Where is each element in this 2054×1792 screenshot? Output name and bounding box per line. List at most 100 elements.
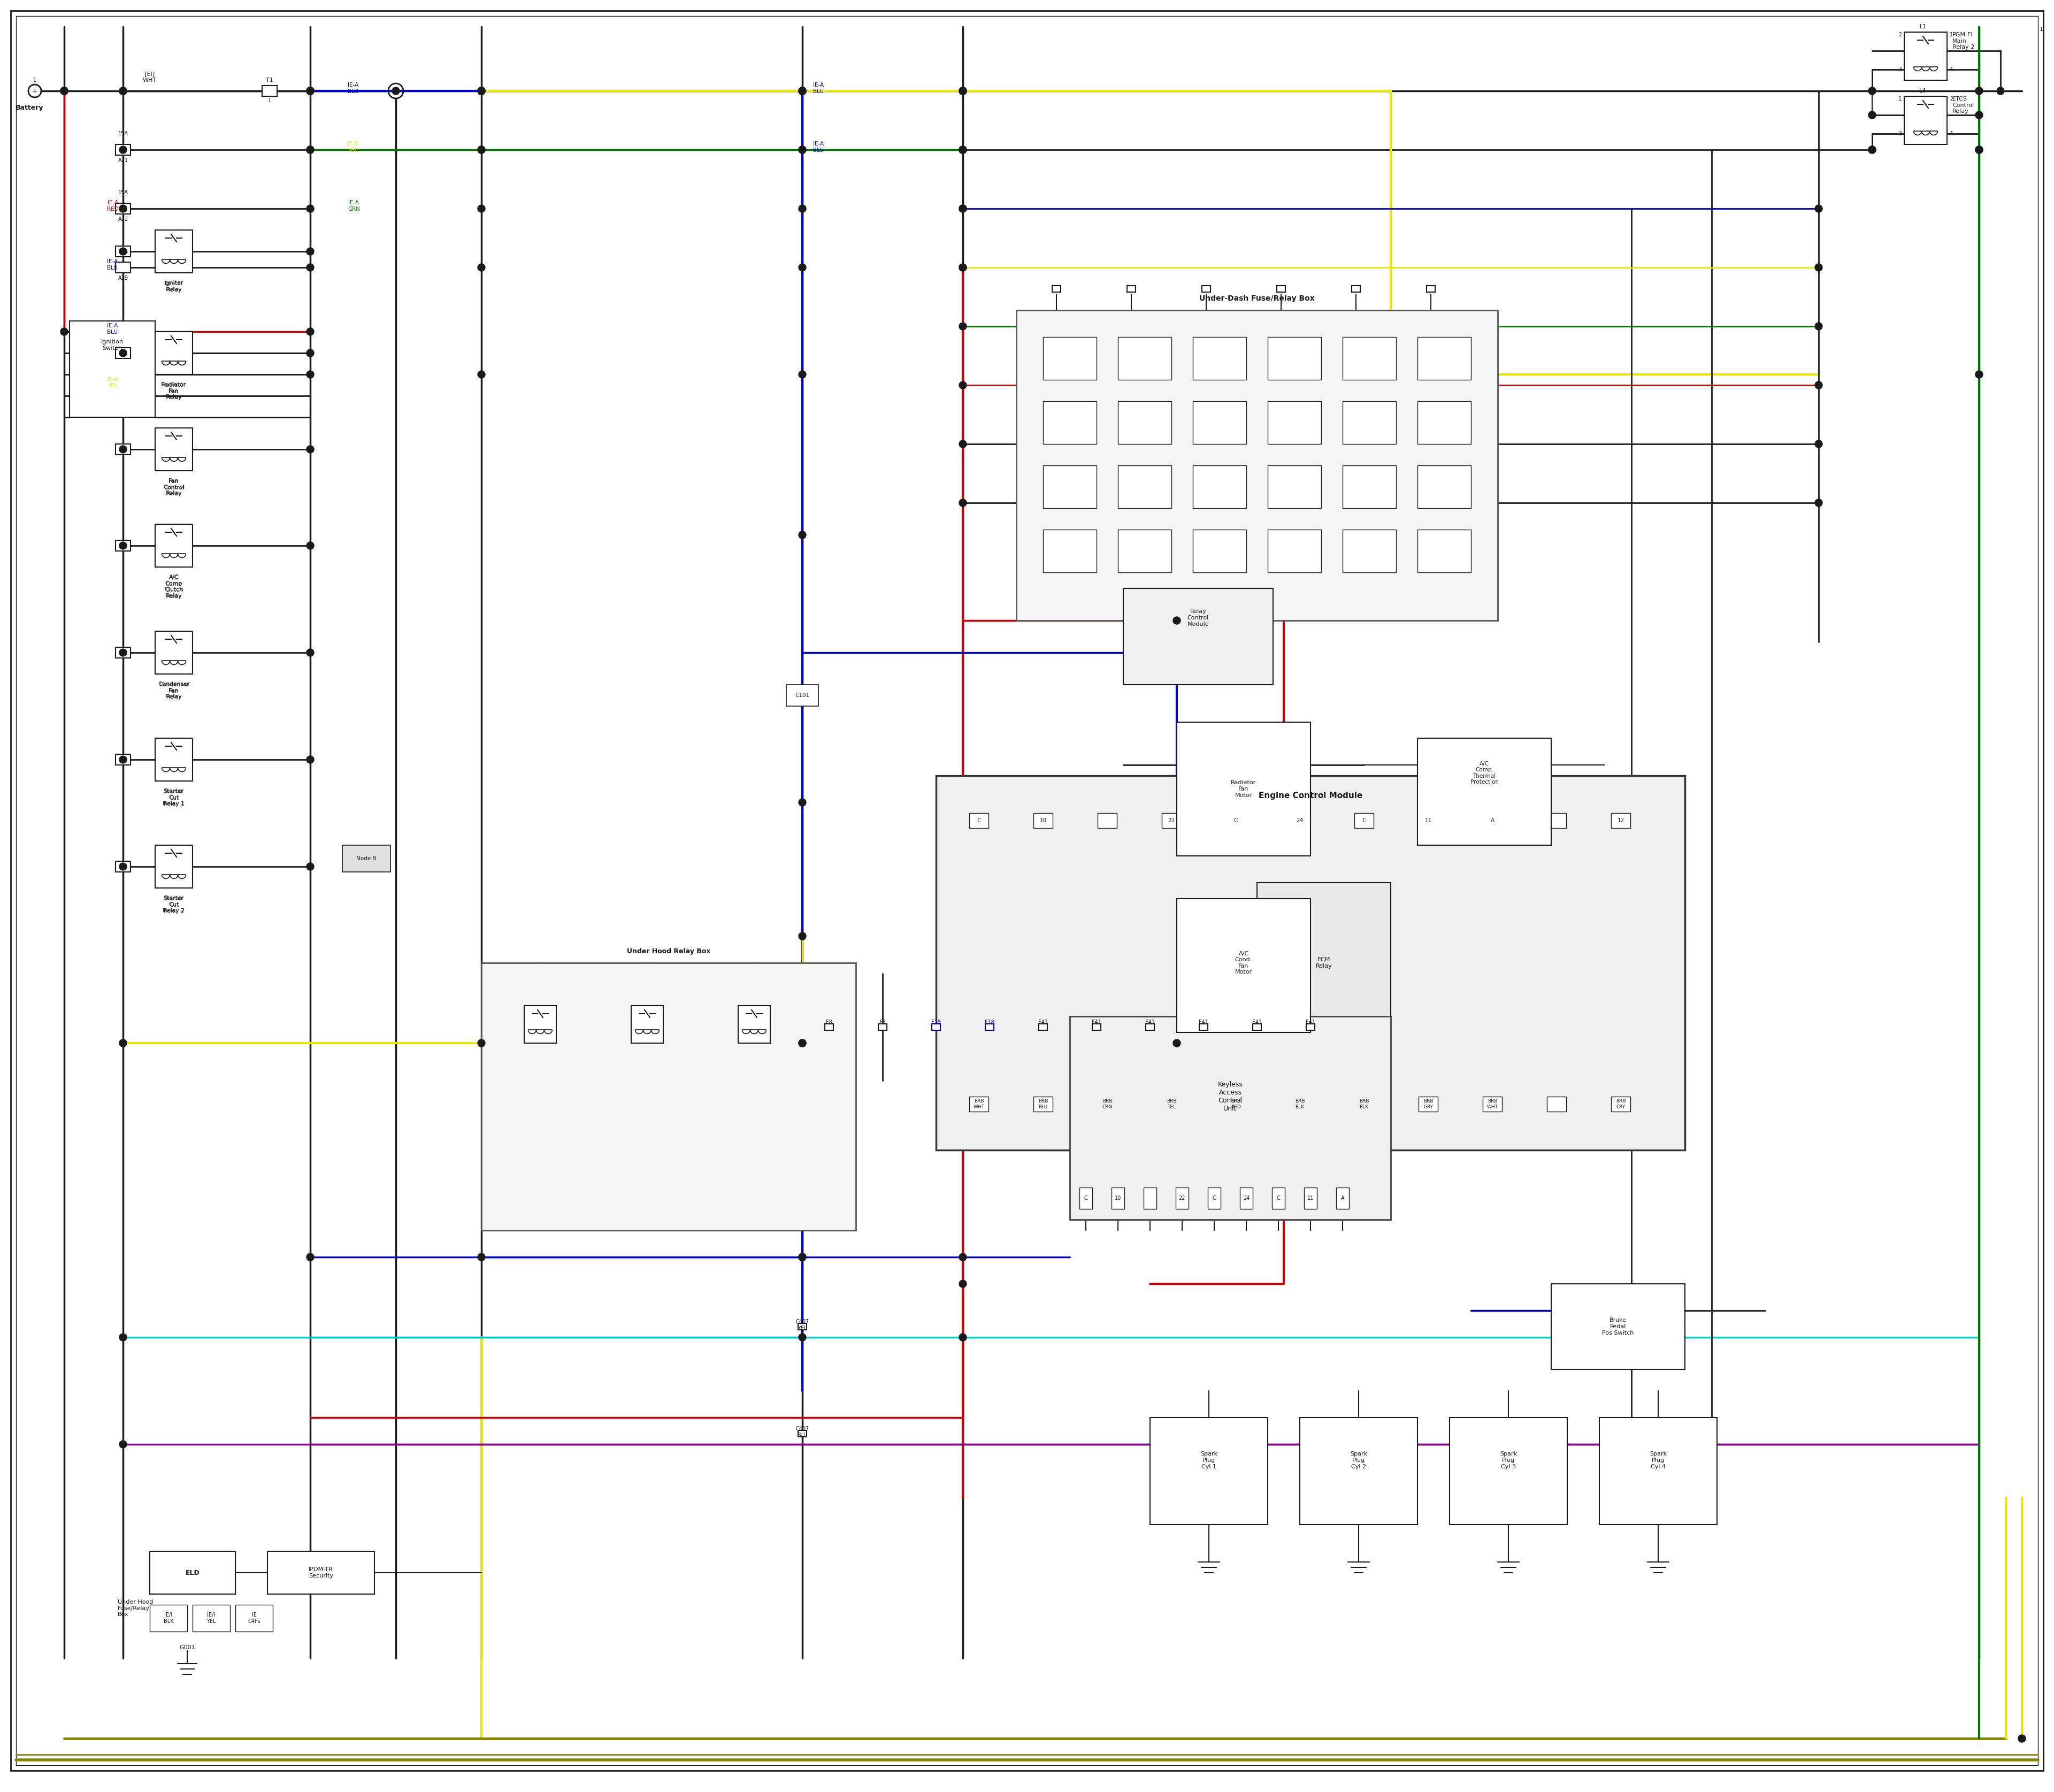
Circle shape xyxy=(799,799,805,806)
Text: IE-A
GRN: IE-A GRN xyxy=(347,201,359,211)
Bar xyxy=(1257,883,1391,1043)
Circle shape xyxy=(479,88,485,95)
Circle shape xyxy=(959,204,967,213)
Text: A/C
Comp
Clutch
Relay: A/C Comp Clutch Relay xyxy=(164,575,183,599)
Bar xyxy=(1033,1097,1052,1111)
Circle shape xyxy=(479,145,485,154)
Bar xyxy=(1070,1016,1391,1220)
Bar xyxy=(150,1606,187,1631)
Circle shape xyxy=(1976,145,1982,154)
Text: A: A xyxy=(1341,1195,1345,1201)
Text: 2: 2 xyxy=(1898,32,1902,38)
Text: C: C xyxy=(1085,1195,1089,1201)
Text: 3: 3 xyxy=(1898,66,1902,72)
Bar xyxy=(1080,1188,1093,1210)
Bar xyxy=(1267,530,1321,572)
Circle shape xyxy=(1816,263,1822,271)
Circle shape xyxy=(306,328,314,335)
Text: F41: F41 xyxy=(1253,1020,1261,1025)
Bar xyxy=(1610,814,1631,828)
Circle shape xyxy=(306,88,314,95)
Bar xyxy=(1124,588,1273,685)
Bar xyxy=(1193,337,1247,380)
Bar xyxy=(156,631,193,674)
Circle shape xyxy=(119,88,127,95)
Bar xyxy=(1419,814,1438,828)
Circle shape xyxy=(119,446,127,453)
Text: Spark
Plug
Cyl 4: Spark Plug Cyl 4 xyxy=(1649,1452,1666,1469)
Text: Starter
Cut
Relay 2: Starter Cut Relay 2 xyxy=(162,896,185,914)
Circle shape xyxy=(119,756,127,763)
Text: F8: F8 xyxy=(879,1020,885,1025)
Text: BRB
RED: BRB RED xyxy=(1230,1098,1241,1109)
Bar xyxy=(1450,1417,1567,1525)
Text: 1: 1 xyxy=(1949,32,1953,38)
Bar xyxy=(1193,466,1247,509)
Text: F41: F41 xyxy=(1200,1020,1208,1025)
Bar xyxy=(1267,466,1321,509)
Bar xyxy=(1267,337,1321,380)
Text: 2: 2 xyxy=(1949,97,1953,102)
Bar xyxy=(1343,466,1397,509)
Bar xyxy=(1354,1097,1374,1111)
Circle shape xyxy=(959,263,967,271)
Circle shape xyxy=(306,88,314,95)
Circle shape xyxy=(479,204,485,213)
Bar xyxy=(1097,814,1117,828)
Text: F41: F41 xyxy=(1146,1020,1154,1025)
Circle shape xyxy=(959,441,967,448)
Circle shape xyxy=(60,88,68,95)
Text: F41: F41 xyxy=(1306,1020,1315,1025)
Circle shape xyxy=(799,204,805,213)
Bar xyxy=(1043,337,1097,380)
Text: Fan
Control
Relay: Fan Control Relay xyxy=(162,478,185,496)
Text: BRB
WHT: BRB WHT xyxy=(974,1098,984,1109)
Text: Starter
Cut
Relay 1: Starter Cut Relay 1 xyxy=(164,788,185,806)
Circle shape xyxy=(1976,145,1982,154)
Bar xyxy=(115,862,131,873)
Circle shape xyxy=(1976,111,1982,118)
Circle shape xyxy=(959,500,967,507)
Text: Fan
Control
Relay: Fan Control Relay xyxy=(164,478,185,496)
Circle shape xyxy=(306,649,314,656)
Text: 4: 4 xyxy=(1949,131,1953,136)
Bar xyxy=(1547,814,1565,828)
Bar xyxy=(986,1023,994,1030)
Text: IE/I
YEL: IE/I YEL xyxy=(207,1613,216,1624)
Bar xyxy=(156,525,193,566)
Circle shape xyxy=(306,145,314,154)
Bar xyxy=(193,1606,230,1631)
Bar xyxy=(267,1552,374,1595)
Text: F41: F41 xyxy=(1037,1020,1048,1025)
Text: 24: 24 xyxy=(1296,817,1304,823)
Circle shape xyxy=(799,263,805,271)
Text: 11: 11 xyxy=(1425,817,1432,823)
Circle shape xyxy=(799,1253,805,1262)
Circle shape xyxy=(392,88,401,95)
Circle shape xyxy=(306,371,314,378)
Bar xyxy=(1017,310,1497,620)
Text: Ignition
Switch: Ignition Switch xyxy=(101,339,123,351)
Circle shape xyxy=(1976,88,1982,95)
Bar xyxy=(1208,1188,1220,1210)
Bar xyxy=(799,1324,807,1330)
Circle shape xyxy=(306,541,314,550)
Text: 10: 10 xyxy=(1115,1195,1121,1201)
Bar xyxy=(1202,285,1210,292)
Circle shape xyxy=(392,88,398,93)
Text: F41: F41 xyxy=(1093,1020,1101,1025)
Text: 10A: 10A xyxy=(117,249,127,254)
Bar xyxy=(1097,1097,1117,1111)
Text: Condenser
Fan
Relay: Condenser Fan Relay xyxy=(158,683,189,701)
Text: C407
YEL: C407 YEL xyxy=(795,1319,809,1331)
Text: Node B: Node B xyxy=(357,857,376,862)
Circle shape xyxy=(959,88,967,95)
Text: [EI]
WHT: [EI] WHT xyxy=(144,72,156,82)
Bar xyxy=(1428,285,1436,292)
Bar xyxy=(1093,1023,1101,1030)
Text: IE
C4Fs: IE C4Fs xyxy=(249,1613,261,1624)
Bar xyxy=(115,444,131,455)
Circle shape xyxy=(959,204,967,213)
Text: Battery: Battery xyxy=(14,104,43,111)
Bar xyxy=(1177,722,1310,857)
